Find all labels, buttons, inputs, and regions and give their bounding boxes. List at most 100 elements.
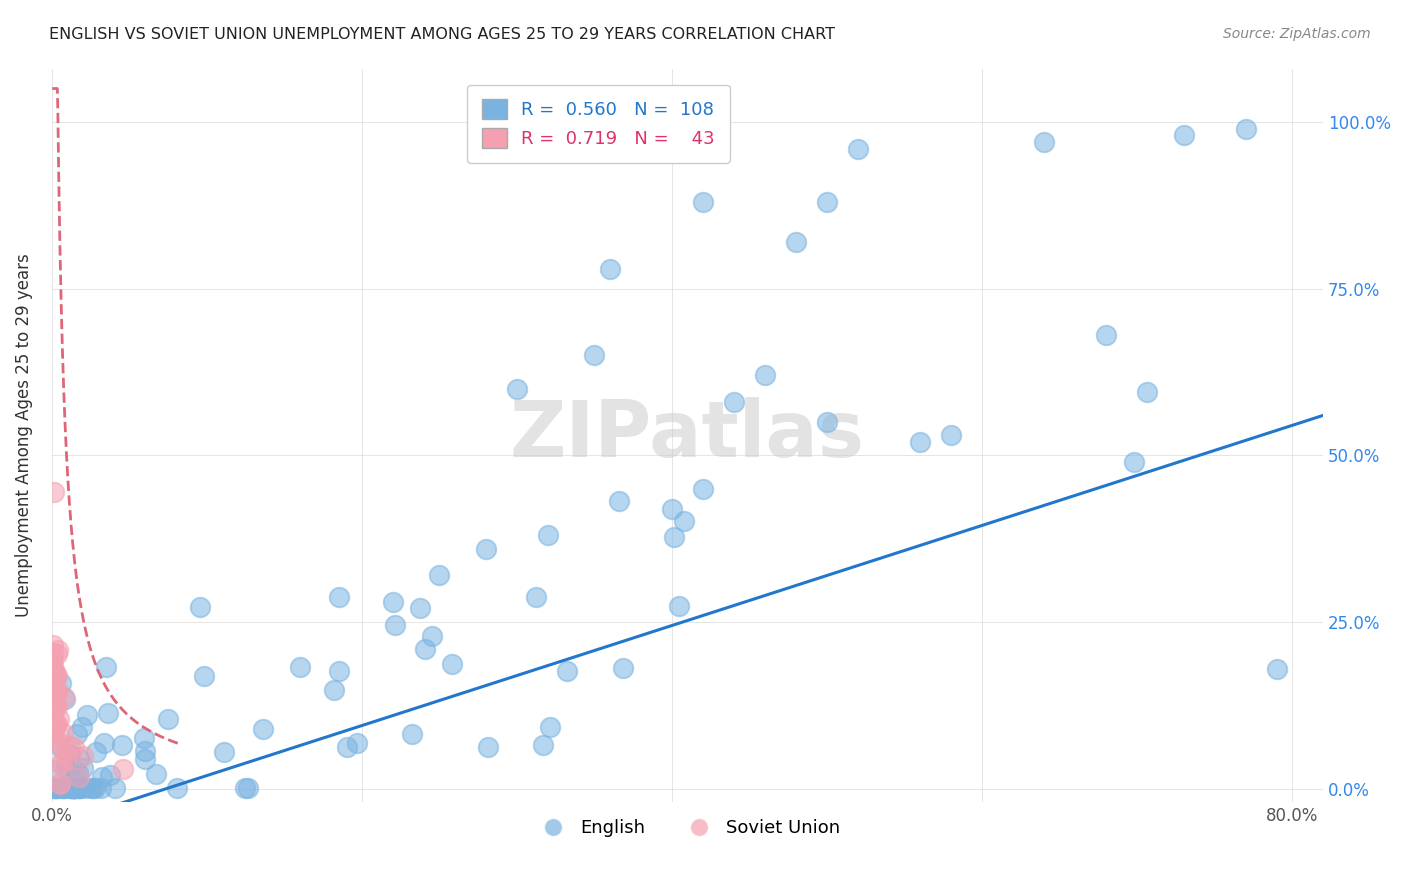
- Point: [49, 777, 72, 791]
- Point: [52, 725, 75, 739]
- Point: [441, 657, 464, 671]
- Point: [66, 766, 89, 780]
- Point: [83, 781, 105, 796]
- Point: [346, 736, 368, 750]
- Point: [537, 528, 560, 542]
- Point: [44, 781, 66, 796]
- Point: [815, 415, 838, 429]
- Point: [55, 760, 77, 774]
- Point: [134, 744, 156, 758]
- Point: [41, 726, 63, 740]
- Point: [42, 646, 65, 660]
- Point: [662, 530, 685, 544]
- Point: [524, 590, 547, 604]
- Point: [49, 757, 72, 772]
- Point: [111, 739, 134, 753]
- Point: [328, 590, 350, 604]
- Point: [49, 740, 72, 755]
- Point: [692, 194, 714, 209]
- Point: [328, 665, 350, 679]
- Point: [815, 194, 838, 209]
- Point: [48, 712, 70, 726]
- Point: [413, 641, 436, 656]
- Point: [46, 716, 69, 731]
- Point: [41, 701, 63, 715]
- Point: [612, 661, 634, 675]
- Point: [145, 767, 167, 781]
- Point: [46, 642, 69, 657]
- Point: [70, 721, 93, 735]
- Point: [1234, 121, 1257, 136]
- Point: [668, 599, 690, 614]
- Point: [44, 719, 66, 733]
- Point: [63, 781, 86, 796]
- Point: [1136, 384, 1159, 399]
- Point: [66, 727, 89, 741]
- Point: [72, 761, 94, 775]
- Point: [59, 781, 82, 796]
- Point: [69, 781, 91, 796]
- Point: [1173, 128, 1195, 143]
- Point: [134, 752, 156, 766]
- Point: [48, 738, 70, 752]
- Point: [420, 629, 443, 643]
- Point: [48, 781, 70, 796]
- Point: [381, 595, 404, 609]
- Point: [100, 768, 122, 782]
- Point: [82, 781, 104, 796]
- Point: [538, 720, 561, 734]
- Point: [46, 647, 69, 661]
- Point: [46, 781, 69, 796]
- Point: [48, 735, 70, 749]
- Legend: English, Soviet Union: English, Soviet Union: [527, 812, 848, 845]
- Point: [59, 747, 82, 761]
- Point: [60, 781, 83, 796]
- Point: [90, 770, 112, 784]
- Point: [80, 781, 103, 796]
- Point: [42, 651, 65, 665]
- Point: [72, 748, 94, 763]
- Point: [93, 736, 115, 750]
- Point: [41, 726, 63, 740]
- Point: [59, 780, 82, 795]
- Point: [53, 781, 76, 796]
- Point: [233, 781, 256, 796]
- Text: ZIPatlas: ZIPatlas: [510, 398, 865, 474]
- Point: [555, 664, 578, 678]
- Point: [45, 669, 67, 683]
- Point: [132, 731, 155, 745]
- Point: [44, 687, 66, 701]
- Point: [97, 706, 120, 721]
- Point: [76, 707, 98, 722]
- Point: [1033, 135, 1056, 149]
- Point: [52, 690, 75, 704]
- Point: [62, 740, 84, 755]
- Point: [1095, 328, 1118, 343]
- Point: [477, 740, 499, 755]
- Point: [84, 745, 107, 759]
- Point: [384, 618, 406, 632]
- Point: [723, 395, 745, 409]
- Point: [45, 686, 67, 700]
- Point: [42, 485, 65, 500]
- Point: [65, 769, 87, 783]
- Point: [67, 751, 90, 765]
- Point: [55, 745, 77, 759]
- Point: [754, 368, 776, 383]
- Point: [42, 703, 65, 717]
- Point: [44, 698, 66, 712]
- Point: [45, 687, 67, 701]
- Point: [42, 664, 65, 678]
- Point: [785, 235, 807, 249]
- Text: Source: ZipAtlas.com: Source: ZipAtlas.com: [1223, 27, 1371, 41]
- Point: [42, 764, 65, 778]
- Point: [104, 781, 127, 796]
- Point: [62, 781, 84, 796]
- Point: [90, 781, 112, 796]
- Point: [49, 676, 72, 690]
- Y-axis label: Unemployment Among Ages 25 to 29 years: Unemployment Among Ages 25 to 29 years: [15, 253, 32, 617]
- Point: [46, 700, 69, 714]
- Point: [56, 753, 79, 767]
- Point: [531, 738, 554, 752]
- Point: [62, 781, 84, 796]
